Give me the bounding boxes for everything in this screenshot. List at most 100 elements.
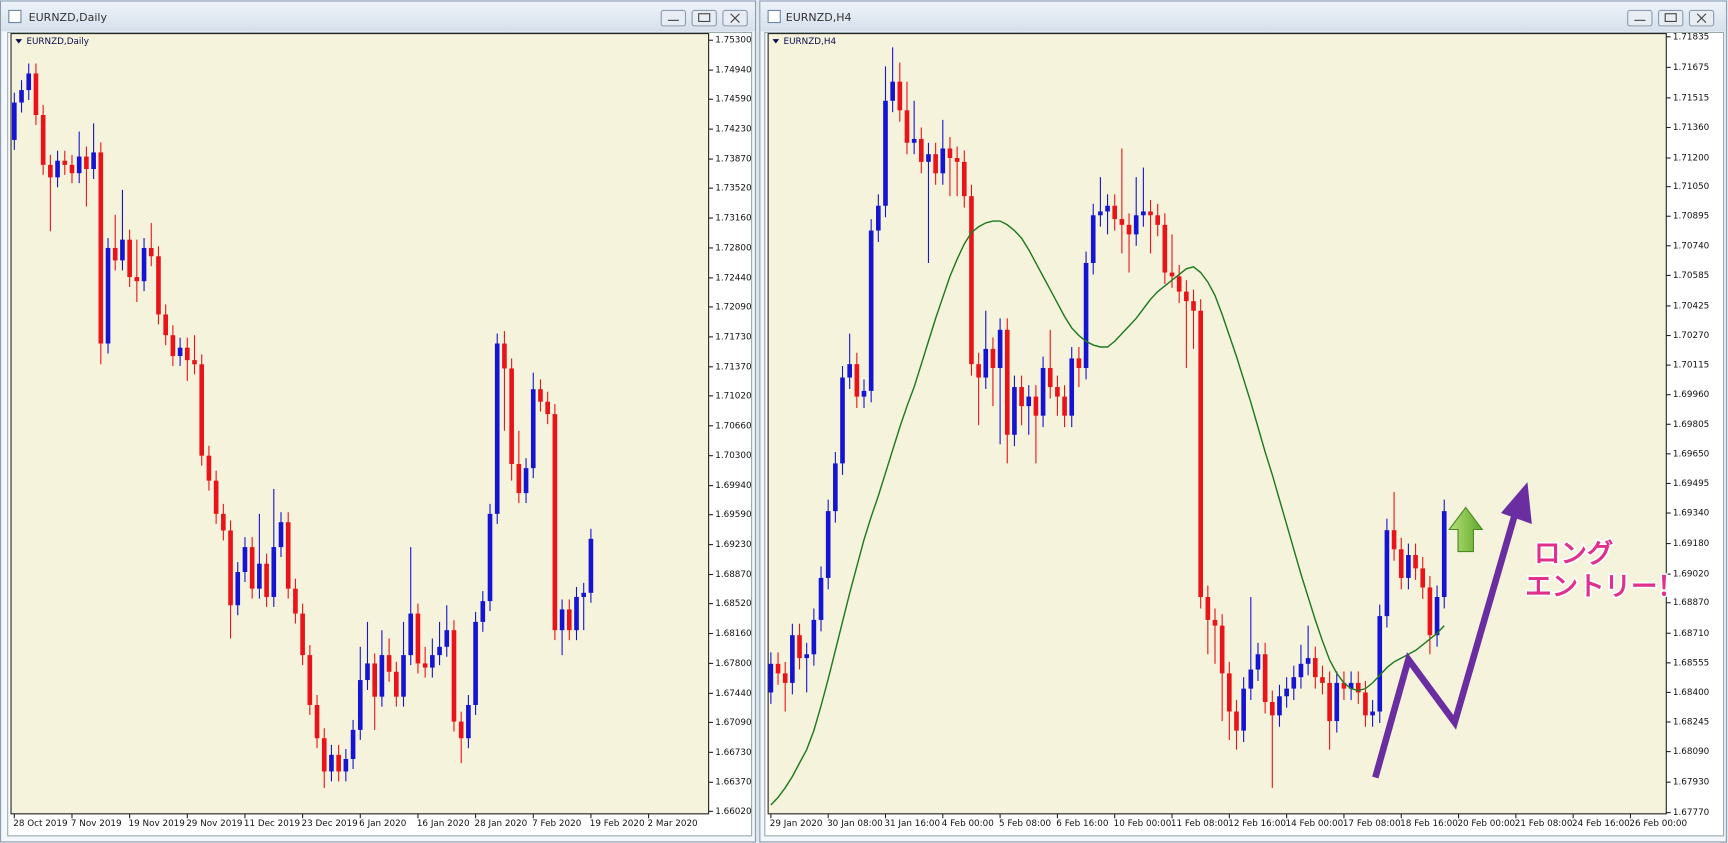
y-tick-label: 1.71050 <box>1673 182 1710 192</box>
candle-body <box>1355 682 1361 693</box>
y-tick-label: 1.71360 <box>1673 123 1710 133</box>
candle-body <box>911 138 917 143</box>
candle-body <box>1255 654 1261 670</box>
x-tick-label: 16 Jan 2020 <box>417 819 470 829</box>
candle-body <box>62 160 68 165</box>
candle-body <box>854 364 860 397</box>
x-tick-label: 17 Feb 08:00 <box>1343 819 1401 829</box>
candle-body <box>466 704 471 739</box>
x-tick-label: 6 Jan 2020 <box>359 819 407 829</box>
plot-area <box>767 33 1667 815</box>
candle-body <box>1227 673 1232 712</box>
x-tick-label: 21 Feb 08:00 <box>1515 819 1573 829</box>
window-buttons[interactable] <box>1627 9 1715 27</box>
y-tick-label: 1.69805 <box>1673 420 1709 430</box>
y-tick-label: 1.68245 <box>1673 718 1709 728</box>
candle-body <box>213 480 219 514</box>
candle-body <box>357 680 363 730</box>
candle-body <box>833 463 838 512</box>
candle-body <box>1262 654 1268 702</box>
candle-body <box>329 754 334 772</box>
x-tick-label: 6 Feb 16:00 <box>1056 819 1109 829</box>
candle-body <box>1441 511 1447 598</box>
candle-body <box>494 343 500 514</box>
candle-body <box>199 364 205 456</box>
y-tick-label: 1.68090 <box>1673 747 1710 757</box>
candle-body <box>588 538 594 593</box>
candle-body <box>1248 669 1254 689</box>
candle-body <box>235 572 241 606</box>
window-buttons[interactable] <box>660 9 748 27</box>
y-tick-label: 1.70115 <box>1673 361 1709 371</box>
candle-body <box>206 455 212 481</box>
x-tick-label: 28 Jan 2020 <box>474 819 527 829</box>
y-tick-label: 1.71515 <box>1673 93 1709 103</box>
candle-body <box>861 390 867 397</box>
candle-body <box>559 609 565 631</box>
candle-body <box>1398 549 1404 578</box>
candle-body <box>1277 696 1282 716</box>
candle-body <box>487 513 493 602</box>
candle-body <box>1033 396 1039 416</box>
candle-body <box>1148 211 1153 216</box>
candle-body <box>1090 215 1096 263</box>
candle-body <box>1320 677 1325 683</box>
candle-body <box>394 671 399 697</box>
candle-body <box>350 729 356 759</box>
y-tick-label: 1.71020 <box>715 391 752 401</box>
candle-body <box>1062 396 1067 416</box>
candle-body <box>242 547 248 573</box>
x-tick-label: 19 Nov 2019 <box>129 819 185 829</box>
candle-body <box>997 329 1003 368</box>
y-tick-label: 1.72800 <box>715 243 752 253</box>
y-tick-label: 1.74230 <box>715 125 752 135</box>
window-title: EURNZD,H4 <box>786 11 852 24</box>
y-tick-label: 1.71730 <box>715 332 752 342</box>
candle-body <box>804 654 810 659</box>
candle-body <box>177 347 183 356</box>
candle-body <box>1212 619 1218 626</box>
candle-body <box>926 154 931 162</box>
candle-body <box>1126 224 1132 235</box>
candle-body <box>271 547 277 597</box>
candle-body <box>141 247 147 282</box>
candle-body <box>1162 224 1168 273</box>
candle-body <box>1377 616 1383 712</box>
candle-body <box>1069 358 1075 416</box>
candle-body <box>545 401 550 415</box>
candle-body <box>1434 597 1440 636</box>
y-tick-label: 1.68160 <box>715 629 752 639</box>
candle-body <box>1219 625 1225 674</box>
candle-body <box>228 530 233 606</box>
candle-body <box>976 364 981 378</box>
candle-body <box>1384 530 1390 617</box>
candle-body <box>1305 658 1311 664</box>
chart-marks: 1.75300 1.74940 1.74590 1.74230 1.73870 1.735… <box>12 32 1710 829</box>
candle-body <box>69 164 75 174</box>
candle-body <box>163 314 168 336</box>
candle-body <box>40 115 46 165</box>
candle-body <box>19 90 24 103</box>
candle-body <box>451 630 457 722</box>
candle-body <box>170 335 176 356</box>
candle-body <box>847 364 852 378</box>
candle-body <box>156 256 161 315</box>
y-tick-label: 1.70740 <box>1673 241 1710 251</box>
candle-body <box>408 613 414 656</box>
candle-body <box>1012 387 1017 435</box>
candle-body <box>969 196 974 365</box>
candle-body <box>990 348 996 368</box>
candle-body <box>1312 658 1318 678</box>
candle-body <box>1004 329 1010 435</box>
candle-body <box>1370 711 1375 716</box>
y-tick-label: 1.69960 <box>1673 390 1710 400</box>
candle-body <box>148 247 154 257</box>
candle-body <box>26 73 32 91</box>
candle-body <box>1241 688 1246 731</box>
x-tick-label: 2 Mar 2020 <box>647 819 698 829</box>
y-tick-label: 1.69180 <box>1673 539 1710 549</box>
y-tick-label: 1.70425 <box>1673 301 1709 311</box>
candle-body <box>221 513 226 531</box>
annotation-arrows <box>1372 482 1532 779</box>
candle-body <box>278 522 284 548</box>
